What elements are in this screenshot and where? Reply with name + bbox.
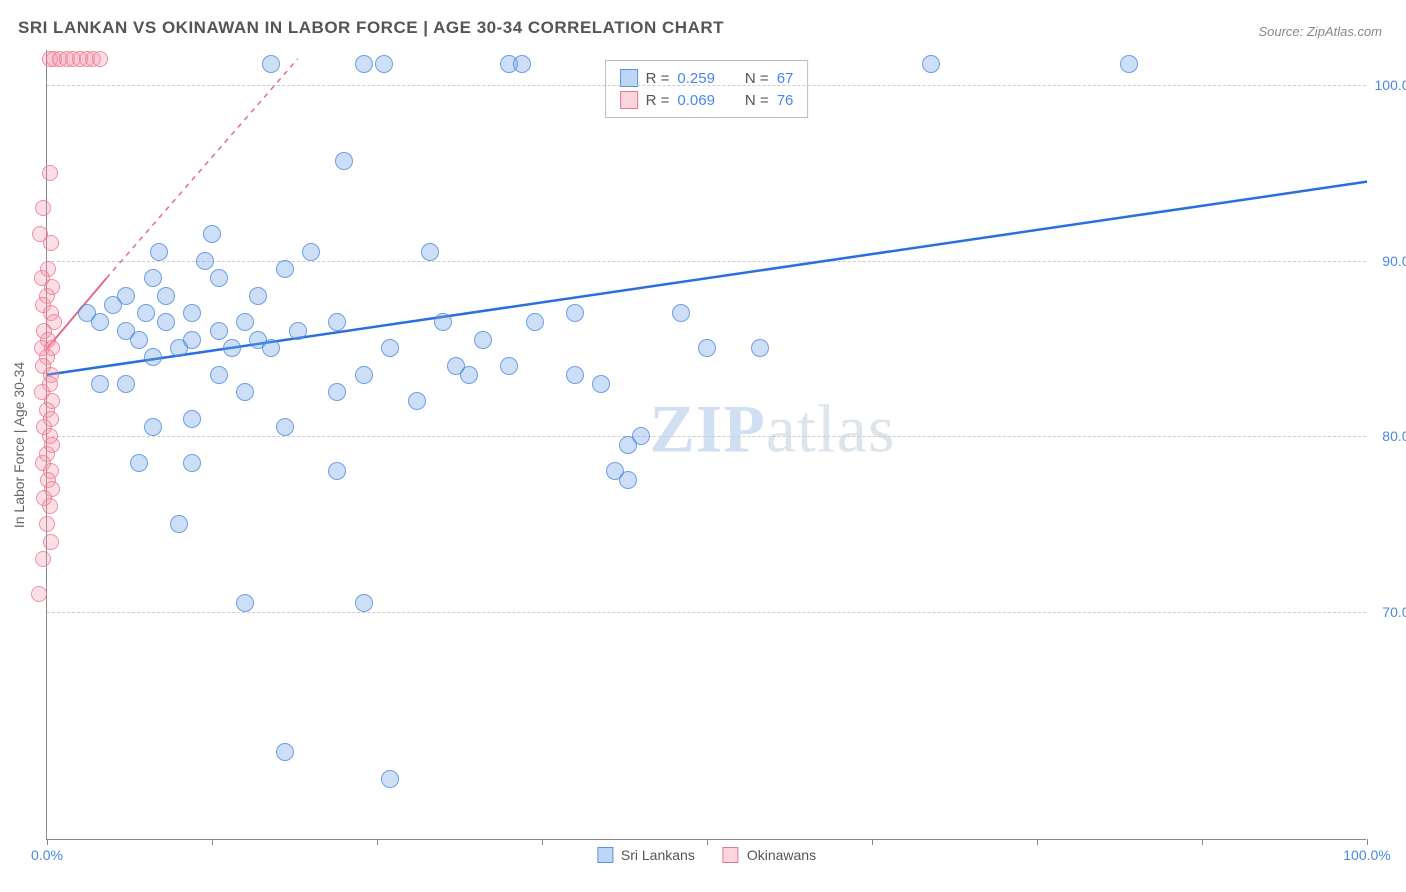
- trend-layer: [47, 50, 1367, 840]
- legend-label: Okinawans: [747, 847, 816, 863]
- data-point-sri-lankans: [592, 375, 610, 393]
- data-point-sri-lankans: [144, 418, 162, 436]
- data-point-sri-lankans: [328, 462, 346, 480]
- data-point-sri-lankans: [144, 269, 162, 287]
- data-point-sri-lankans: [117, 287, 135, 305]
- data-point-sri-lankans: [289, 322, 307, 340]
- data-point-sri-lankans: [236, 313, 254, 331]
- legend-item: Okinawans: [723, 847, 816, 863]
- data-point-okinawans: [35, 200, 51, 216]
- data-point-sri-lankans: [328, 383, 346, 401]
- x-tick: [1367, 839, 1368, 845]
- data-point-sri-lankans: [196, 252, 214, 270]
- data-point-okinawans: [39, 516, 55, 532]
- data-point-sri-lankans: [672, 304, 690, 322]
- source-label: Source: ZipAtlas.com: [1258, 24, 1382, 39]
- data-point-sri-lankans: [157, 287, 175, 305]
- data-point-sri-lankans: [276, 418, 294, 436]
- data-point-sri-lankans: [500, 357, 518, 375]
- data-point-sri-lankans: [144, 348, 162, 366]
- data-point-sri-lankans: [157, 313, 175, 331]
- series-legend: Sri Lankans Okinawans: [597, 847, 816, 863]
- chart-title: SRI LANKAN VS OKINAWAN IN LABOR FORCE | …: [18, 18, 724, 38]
- data-point-sri-lankans: [434, 313, 452, 331]
- data-point-okinawans: [92, 51, 108, 67]
- data-point-sri-lankans: [183, 304, 201, 322]
- data-point-sri-lankans: [381, 339, 399, 357]
- data-point-sri-lankans: [170, 515, 188, 533]
- data-point-sri-lankans: [355, 594, 373, 612]
- data-point-sri-lankans: [698, 339, 716, 357]
- data-point-sri-lankans: [236, 383, 254, 401]
- data-point-sri-lankans: [130, 454, 148, 472]
- data-point-sri-lankans: [223, 339, 241, 357]
- data-point-sri-lankans: [203, 225, 221, 243]
- data-point-okinawans: [43, 235, 59, 251]
- data-point-sri-lankans: [421, 243, 439, 261]
- y-tick-label: 100.0%: [1375, 77, 1406, 93]
- data-point-okinawans: [35, 551, 51, 567]
- data-point-sri-lankans: [276, 743, 294, 761]
- data-point-sri-lankans: [335, 152, 353, 170]
- data-point-sri-lankans: [183, 454, 201, 472]
- data-point-sri-lankans: [130, 331, 148, 349]
- data-point-sri-lankans: [150, 243, 168, 261]
- data-point-sri-lankans: [262, 55, 280, 73]
- data-point-sri-lankans: [210, 269, 228, 287]
- data-point-okinawans: [42, 165, 58, 181]
- y-tick-label: 90.0%: [1382, 253, 1406, 269]
- y-tick-label: 70.0%: [1382, 604, 1406, 620]
- data-point-sri-lankans: [922, 55, 940, 73]
- data-point-sri-lankans: [751, 339, 769, 357]
- data-point-sri-lankans: [619, 471, 637, 489]
- data-point-sri-lankans: [91, 375, 109, 393]
- legend-swatch: [723, 847, 739, 863]
- data-point-sri-lankans: [474, 331, 492, 349]
- data-point-sri-lankans: [262, 339, 280, 357]
- data-point-sri-lankans: [183, 331, 201, 349]
- data-point-sri-lankans: [381, 770, 399, 788]
- data-point-sri-lankans: [632, 427, 650, 445]
- data-point-sri-lankans: [355, 366, 373, 384]
- x-tick-label: 0.0%: [31, 847, 63, 863]
- data-point-sri-lankans: [210, 366, 228, 384]
- legend-label: Sri Lankans: [621, 847, 695, 863]
- data-point-sri-lankans: [328, 313, 346, 331]
- data-point-sri-lankans: [408, 392, 426, 410]
- data-point-sri-lankans: [375, 55, 393, 73]
- data-point-sri-lankans: [249, 287, 267, 305]
- x-tick-label: 100.0%: [1343, 847, 1390, 863]
- data-point-okinawans: [43, 534, 59, 550]
- data-point-sri-lankans: [276, 260, 294, 278]
- data-point-sri-lankans: [91, 313, 109, 331]
- data-point-sri-lankans: [566, 304, 584, 322]
- y-axis-title: In Labor Force | Age 30-34: [11, 361, 27, 527]
- trend-line-okinawans-dashed: [106, 59, 297, 278]
- y-tick-label: 80.0%: [1382, 428, 1406, 444]
- legend-swatch: [597, 847, 613, 863]
- data-point-sri-lankans: [210, 322, 228, 340]
- data-point-sri-lankans: [566, 366, 584, 384]
- data-point-okinawans: [42, 498, 58, 514]
- data-point-sri-lankans: [137, 304, 155, 322]
- data-point-sri-lankans: [302, 243, 320, 261]
- data-point-sri-lankans: [460, 366, 478, 384]
- data-point-okinawans: [31, 586, 47, 602]
- legend-item: Sri Lankans: [597, 847, 695, 863]
- data-point-sri-lankans: [1120, 55, 1138, 73]
- data-point-sri-lankans: [183, 410, 201, 428]
- data-point-sri-lankans: [117, 375, 135, 393]
- data-point-sri-lankans: [355, 55, 373, 73]
- data-point-sri-lankans: [526, 313, 544, 331]
- scatter-plot: In Labor Force | Age 30-34 ZIPatlas R =0…: [46, 50, 1366, 840]
- data-point-sri-lankans: [236, 594, 254, 612]
- data-point-sri-lankans: [513, 55, 531, 73]
